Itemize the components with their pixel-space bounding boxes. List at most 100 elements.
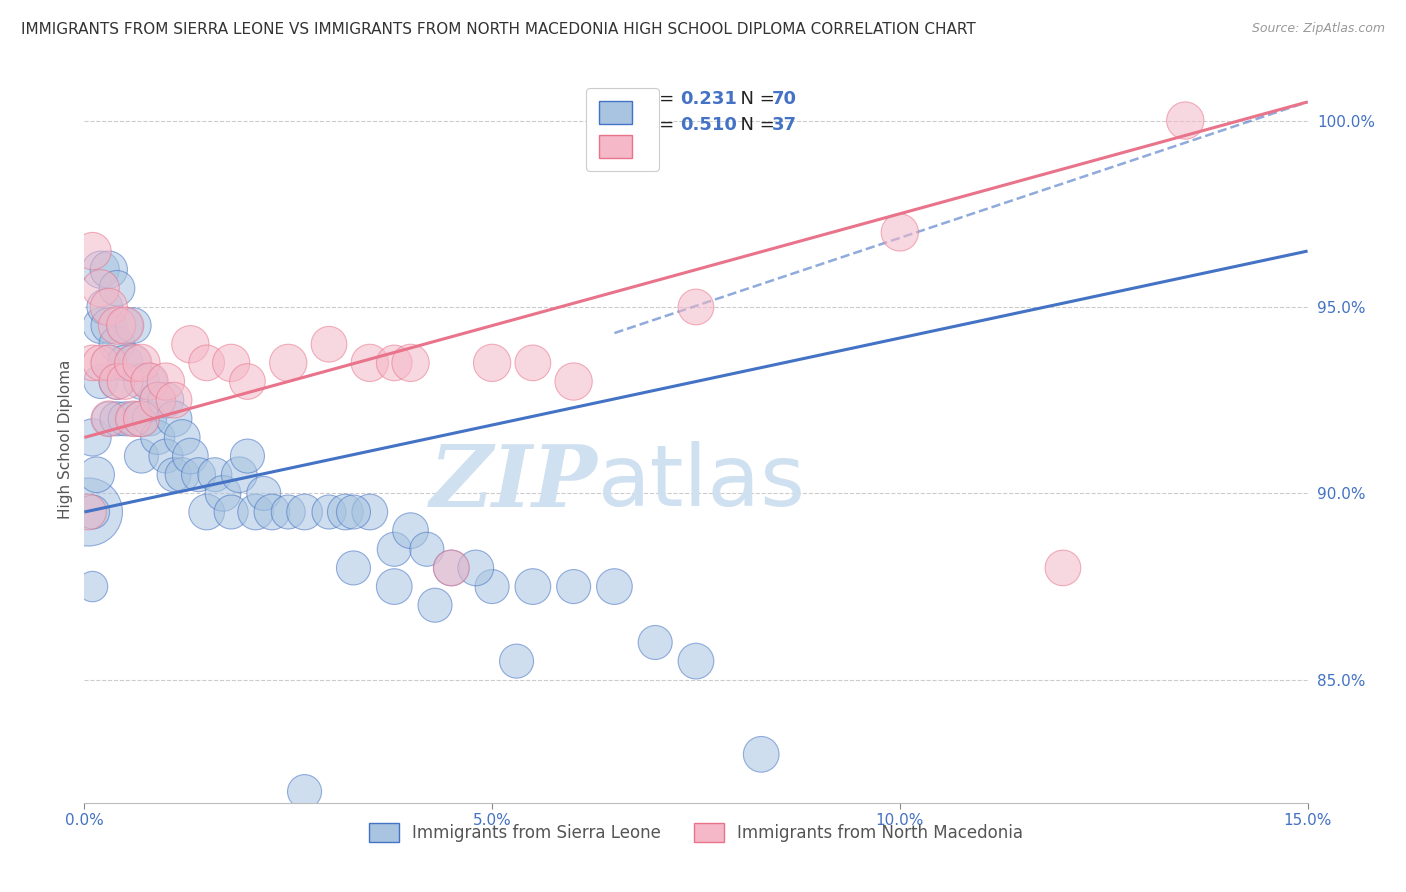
Point: [522, 580, 544, 594]
Point: [97, 356, 120, 370]
Point: [131, 412, 153, 426]
Point: [131, 356, 153, 370]
Point: [562, 375, 585, 389]
Point: [105, 412, 128, 426]
Point: [318, 337, 340, 351]
Text: 37: 37: [772, 116, 797, 135]
Text: 70: 70: [772, 90, 797, 108]
Point: [481, 356, 503, 370]
Point: [1174, 113, 1197, 128]
Point: [97, 318, 120, 333]
Point: [359, 356, 381, 370]
Point: [204, 467, 226, 482]
Point: [399, 524, 422, 538]
Point: [644, 635, 666, 649]
Point: [122, 356, 145, 370]
Point: [93, 300, 115, 314]
Point: [195, 356, 218, 370]
Point: [219, 505, 242, 519]
Point: [481, 580, 503, 594]
Point: [505, 654, 527, 668]
Text: N =: N =: [728, 116, 780, 135]
Point: [138, 375, 160, 389]
Point: [131, 412, 153, 426]
Point: [122, 412, 145, 426]
Point: [155, 393, 177, 408]
Text: 0.231: 0.231: [681, 90, 737, 108]
Point: [228, 467, 250, 482]
Point: [77, 505, 100, 519]
Point: [131, 375, 153, 389]
Point: [105, 281, 128, 295]
Point: [219, 356, 242, 370]
Point: [245, 505, 267, 519]
Point: [77, 505, 100, 519]
Point: [105, 337, 128, 351]
Point: [1052, 561, 1074, 575]
Point: [155, 375, 177, 389]
Point: [122, 412, 145, 426]
Point: [603, 580, 626, 594]
Point: [90, 356, 112, 370]
Point: [179, 449, 201, 463]
Point: [253, 486, 276, 500]
Text: ZIP: ZIP: [430, 442, 598, 524]
Point: [382, 542, 405, 557]
Point: [105, 375, 128, 389]
Point: [236, 375, 259, 389]
Point: [889, 226, 911, 240]
Point: [138, 375, 160, 389]
Point: [163, 393, 186, 408]
Point: [97, 356, 120, 370]
Point: [97, 300, 120, 314]
Text: IMMIGRANTS FROM SIERRA LEONE VS IMMIGRANTS FROM NORTH MACEDONIA HIGH SCHOOL DIPL: IMMIGRANTS FROM SIERRA LEONE VS IMMIGRAN…: [21, 22, 976, 37]
Point: [90, 318, 112, 333]
Point: [749, 747, 772, 762]
Text: R =: R =: [641, 90, 681, 108]
Point: [318, 505, 340, 519]
Point: [562, 580, 585, 594]
Point: [277, 505, 299, 519]
Point: [138, 412, 160, 426]
Point: [146, 393, 169, 408]
Legend: Immigrants from Sierra Leone, Immigrants from North Macedonia: Immigrants from Sierra Leone, Immigrants…: [361, 816, 1031, 849]
Point: [105, 318, 128, 333]
Point: [294, 784, 316, 798]
Point: [212, 486, 235, 500]
Point: [399, 356, 422, 370]
Point: [335, 505, 357, 519]
Point: [155, 449, 177, 463]
Point: [382, 356, 405, 370]
Point: [114, 375, 136, 389]
Point: [97, 412, 120, 426]
Point: [114, 318, 136, 333]
Point: [122, 356, 145, 370]
Point: [86, 467, 108, 482]
Point: [82, 505, 104, 519]
Y-axis label: High School Diploma: High School Diploma: [58, 359, 73, 519]
Text: N =: N =: [728, 90, 780, 108]
Point: [114, 412, 136, 426]
Point: [342, 505, 364, 519]
Point: [522, 356, 544, 370]
Point: [146, 393, 169, 408]
Point: [359, 505, 381, 519]
Point: [440, 561, 463, 575]
Point: [172, 430, 194, 444]
Point: [382, 580, 405, 594]
Point: [163, 467, 186, 482]
Text: R =: R =: [641, 116, 681, 135]
Point: [685, 654, 707, 668]
Point: [82, 430, 104, 444]
Point: [82, 244, 104, 258]
Point: [82, 580, 104, 594]
Text: Source: ZipAtlas.com: Source: ZipAtlas.com: [1251, 22, 1385, 36]
Point: [342, 561, 364, 575]
Point: [172, 467, 194, 482]
Point: [114, 318, 136, 333]
Point: [464, 561, 486, 575]
Point: [90, 375, 112, 389]
Text: 0.510: 0.510: [681, 116, 737, 135]
Point: [131, 449, 153, 463]
Point: [260, 505, 283, 519]
